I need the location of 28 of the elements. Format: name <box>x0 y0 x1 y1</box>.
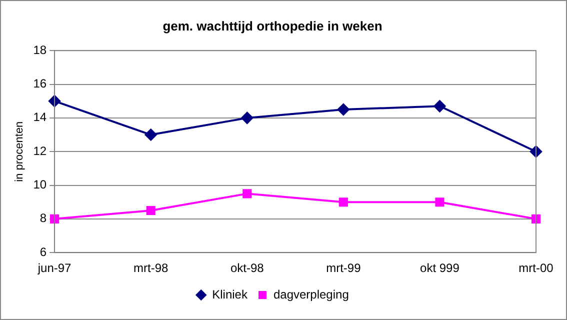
point <box>435 198 444 207</box>
y-tick-label: 14 <box>33 110 47 124</box>
x-tick-label: okt 999 <box>420 261 460 276</box>
point <box>50 214 60 224</box>
legend-label: dagverpleging <box>273 287 349 302</box>
point <box>434 100 446 112</box>
point <box>338 198 348 207</box>
x-tick-label: okt-98 <box>230 261 264 276</box>
point <box>242 189 252 198</box>
point <box>241 112 254 124</box>
y-tick-label: 12 <box>33 144 47 158</box>
x-tick-label: mrt-00 <box>518 261 554 276</box>
point <box>146 206 156 216</box>
y-tick-label: 8 <box>40 211 47 226</box>
x-tick-label: mrt-98 <box>134 261 168 276</box>
y-axis-title: in procenten <box>14 121 26 182</box>
y-tick-label: 18 <box>33 42 47 57</box>
y-tick-label: 6 <box>40 244 47 259</box>
point <box>531 214 541 224</box>
point <box>144 128 157 141</box>
y-tick-label: 16 <box>33 76 47 91</box>
y-tick-label: 10 <box>33 178 47 192</box>
legend-label: Kliniek <box>212 287 248 302</box>
point <box>530 146 542 158</box>
point <box>337 104 350 116</box>
chart-title: gem. wachttijd orthopedie in weken <box>162 18 382 34</box>
x-tick-label: jun-97 <box>36 261 72 276</box>
x-tick-label: mrt-99 <box>326 261 362 276</box>
